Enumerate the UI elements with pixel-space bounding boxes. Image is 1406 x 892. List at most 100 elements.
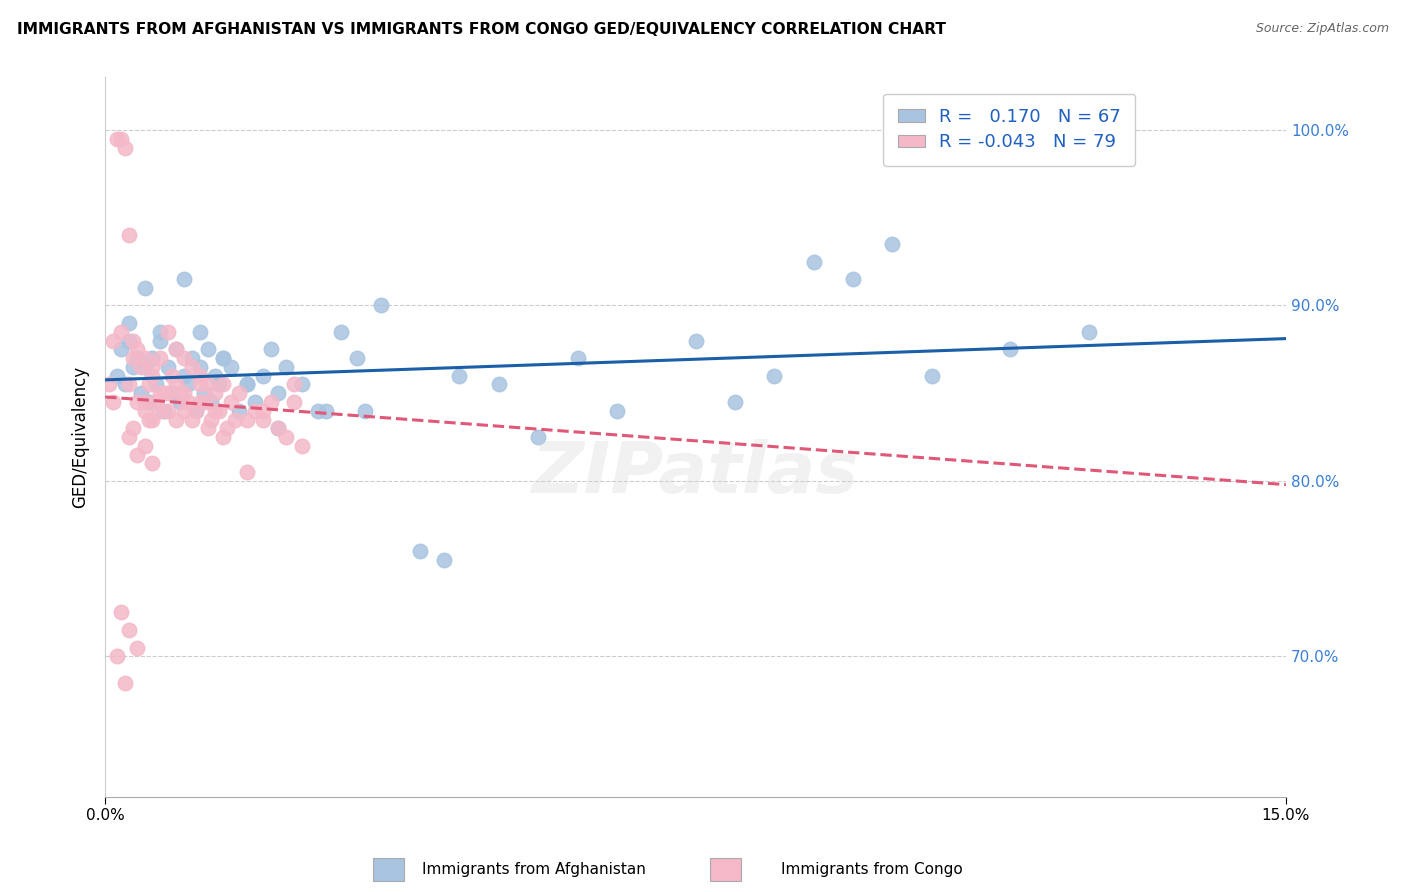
Point [236,412,259,426]
Point [212,351,235,365]
Point [236,377,259,392]
Text: Immigrants from Afghanistan: Immigrants from Afghanistan [422,863,647,877]
Point [204,386,226,401]
Point [160,386,183,401]
Point [125,351,148,365]
Point [153,403,176,417]
Point [228,386,250,401]
Point [169,395,191,409]
Point [98,377,121,392]
Point [228,403,250,417]
Point [141,456,163,470]
Point [267,421,290,435]
Point [217,421,239,435]
Point [149,325,172,339]
Point [177,395,200,409]
Point [101,395,124,409]
Point [291,377,314,392]
Point [125,395,148,409]
Point [169,386,191,401]
Point [259,395,281,409]
Point [138,377,160,392]
Point [180,412,202,426]
Point [803,254,825,268]
Point [1000,343,1022,357]
Point [114,675,136,690]
Point [208,377,231,392]
Point [224,412,246,426]
Point [149,386,172,401]
Point [125,343,148,357]
Point [110,325,132,339]
Point [138,412,160,426]
Point [842,272,865,286]
Point [118,430,141,444]
Point [219,395,242,409]
Point [200,395,222,409]
Point [105,132,128,146]
Point [252,368,274,383]
Point [204,368,226,383]
Point [141,412,163,426]
Point [267,421,290,435]
Point [307,403,329,417]
Point [197,377,219,392]
Point [212,351,235,365]
Point [219,359,242,374]
Point [134,395,156,409]
Point [141,368,163,383]
Point [157,325,180,339]
Point [134,359,156,374]
Point [153,386,176,401]
Point [488,377,510,392]
Point [105,368,128,383]
Point [173,272,195,286]
Point [259,343,281,357]
Text: IMMIGRANTS FROM AFGHANISTAN VS IMMIGRANTS FROM CONGO GED/EQUIVALENCY CORRELATION: IMMIGRANTS FROM AFGHANISTAN VS IMMIGRANT… [17,22,946,37]
Point [724,395,747,409]
Point [145,395,167,409]
Point [193,386,215,401]
Point [141,351,163,365]
Text: Source: ZipAtlas.com: Source: ZipAtlas.com [1256,22,1389,36]
Point [921,368,943,383]
Point [110,343,132,357]
Point [165,343,187,357]
Point [121,421,143,435]
Point [188,377,211,392]
Point [346,351,368,365]
Point [160,368,183,383]
Point [204,403,226,417]
Point [114,140,136,154]
Point [149,403,172,417]
Point [173,368,195,383]
Point [138,395,160,409]
Point [110,606,132,620]
Point [252,412,274,426]
Point [449,368,471,383]
Legend: R =   0.170   N = 67, R = -0.043   N = 79: R = 0.170 N = 67, R = -0.043 N = 79 [883,94,1135,166]
Point [236,377,259,392]
Point [193,395,215,409]
Point [763,368,786,383]
Point [157,359,180,374]
Point [165,412,187,426]
Point [236,465,259,479]
Point [129,386,152,401]
Point [165,377,187,392]
Point [409,544,432,558]
Point [157,403,180,417]
Point [118,377,141,392]
Point [276,430,298,444]
Point [212,430,235,444]
Point [121,351,143,365]
Point [134,281,156,295]
Point [180,359,202,374]
Point [1078,325,1101,339]
Point [188,395,211,409]
Point [134,403,156,417]
Point [291,439,314,453]
Point [267,386,290,401]
Point [188,359,211,374]
Point [145,377,167,392]
